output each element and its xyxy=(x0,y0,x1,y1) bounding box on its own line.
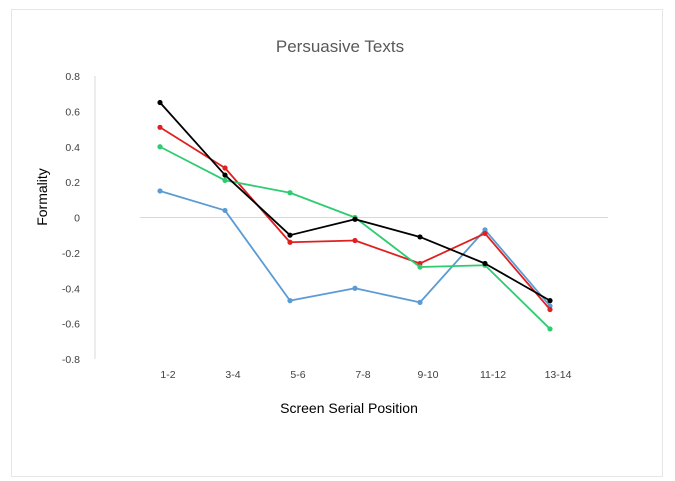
data-point xyxy=(352,216,358,222)
series-2 xyxy=(157,124,553,313)
x-axis-title: Screen Serial Position xyxy=(280,400,418,416)
data-point xyxy=(352,285,358,291)
y-axis-title: Formality xyxy=(34,168,50,226)
data-point xyxy=(222,165,228,171)
series-3 xyxy=(157,144,553,332)
series-1 xyxy=(157,188,553,309)
data-point xyxy=(482,230,488,237)
y-tick-labels: 0.8 0.6 0.4 0.2 0 -0.2 -0.4 -0.6 -0.8 xyxy=(62,71,80,366)
series-layer xyxy=(157,99,553,332)
data-point xyxy=(417,234,423,240)
y-tick-label: 0.6 xyxy=(65,106,80,118)
data-point xyxy=(222,207,228,214)
data-point xyxy=(157,188,163,194)
data-point xyxy=(287,232,293,238)
x-tick-label: 11-12 xyxy=(480,369,506,381)
x-tick-label: 7-8 xyxy=(355,369,370,381)
data-point xyxy=(287,190,293,196)
data-point xyxy=(157,144,163,150)
x-tick-label: 5-6 xyxy=(290,369,305,381)
x-tick-label: 1-2 xyxy=(160,369,175,381)
data-point xyxy=(417,299,423,305)
data-point xyxy=(547,298,553,304)
data-point xyxy=(547,306,553,313)
y-tick-label: -0.6 xyxy=(62,319,80,331)
y-tick-label: 0.2 xyxy=(65,177,80,189)
y-tick-label: 0.4 xyxy=(65,142,80,154)
data-point xyxy=(222,172,228,178)
y-tick-label: -0.4 xyxy=(62,283,80,295)
series-4 xyxy=(157,99,553,304)
x-tick-label: 3-4 xyxy=(225,369,240,381)
y-tick-label: 0 xyxy=(74,213,80,225)
y-tick-label: 0.8 xyxy=(65,71,80,83)
x-tick-label: 13-14 xyxy=(545,369,572,381)
x-tick-labels: 1-2 3-4 5-6 7-8 9-10 11-12 13-14 xyxy=(160,369,571,381)
chart-title: Persuasive Texts xyxy=(276,37,404,56)
y-tick-label: -0.2 xyxy=(62,248,80,260)
data-point xyxy=(547,326,553,332)
data-point xyxy=(157,124,163,130)
data-point xyxy=(287,239,293,245)
data-point xyxy=(287,298,293,304)
data-point xyxy=(482,260,488,267)
data-point xyxy=(352,237,358,244)
data-point xyxy=(417,264,423,270)
y-tick-label: -0.8 xyxy=(62,354,80,366)
data-point xyxy=(222,177,228,183)
chart-frame xyxy=(11,9,663,477)
x-tick-label: 9-10 xyxy=(417,369,438,381)
data-point xyxy=(157,99,163,106)
